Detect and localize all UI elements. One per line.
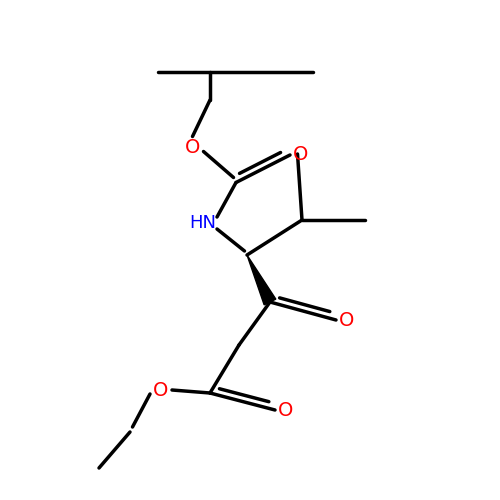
Text: O: O xyxy=(278,400,293,419)
Polygon shape xyxy=(247,255,276,305)
Text: O: O xyxy=(294,146,308,165)
Text: O: O xyxy=(340,310,354,330)
Text: O: O xyxy=(185,138,200,157)
Text: O: O xyxy=(154,380,168,400)
Text: HN: HN xyxy=(190,214,216,232)
